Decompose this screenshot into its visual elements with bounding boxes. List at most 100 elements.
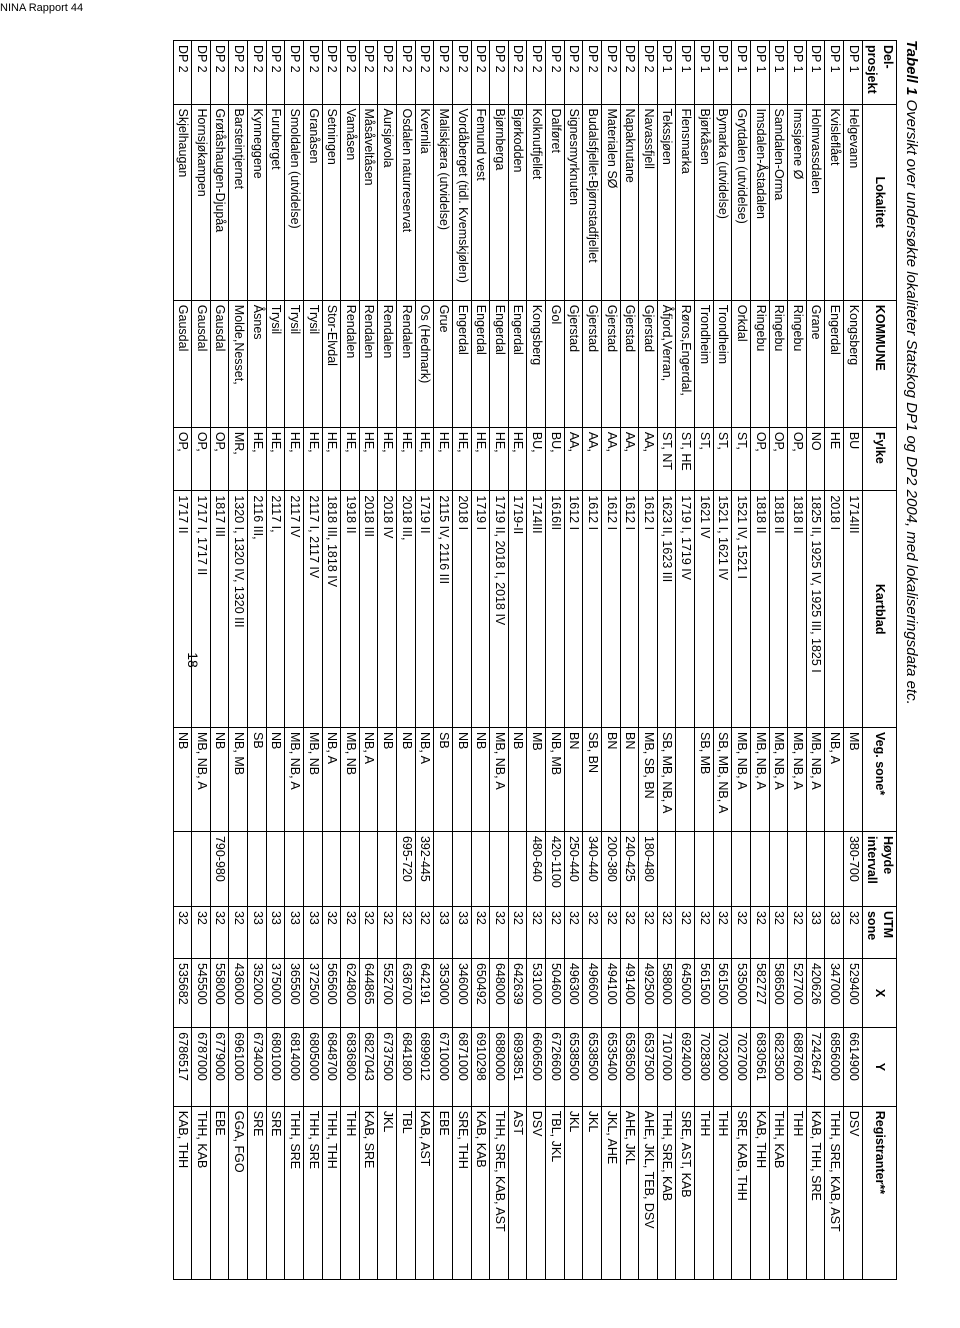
table-cell: 6805000 xyxy=(304,1028,323,1107)
table-cell: 2018 IV xyxy=(378,491,397,728)
table-cell: 372500 xyxy=(304,958,323,1027)
table-cell: HE, xyxy=(322,427,341,491)
table-cell xyxy=(676,831,695,906)
table-cell: 6734000 xyxy=(248,1028,267,1107)
table-cell: 642191 xyxy=(415,958,434,1027)
table-cell: 7032000 xyxy=(713,1028,732,1107)
table-cell: DP 1 xyxy=(713,41,732,105)
table-cell: HE, xyxy=(490,427,509,491)
table-cell: SRE xyxy=(266,1106,285,1279)
table-cell: DP 2 xyxy=(341,41,360,105)
table-cell: THH, KAB xyxy=(769,1106,788,1279)
header-row: Del-prosjekt Lokalitet KOMMUNE Fylke Kar… xyxy=(862,41,896,1280)
table-cell: DP 2 xyxy=(564,41,583,105)
table-cell: MR, xyxy=(229,427,248,491)
table-cell: Ringebu xyxy=(751,300,770,427)
table-cell: Kolknutfjellet xyxy=(527,104,546,300)
table-cell: 1719 II, 2018 I, 2018 IV xyxy=(490,491,509,728)
table-row: DP 2KolknutfjelletKongsbergBU,1714IIIMB4… xyxy=(527,41,546,1280)
table-cell: DP 2 xyxy=(434,41,453,105)
table-cell: Grue xyxy=(434,300,453,427)
table-cell: DP 2 xyxy=(527,41,546,105)
table-cell: 32 xyxy=(602,906,621,958)
title-bold: Tabell 1 xyxy=(903,40,920,95)
table-cell: Budalsfjellet-Bjørnstadfjellet xyxy=(583,104,602,300)
table-cell: OP, xyxy=(751,427,770,491)
col-registranter: Registranter** xyxy=(862,1106,896,1279)
table-cell: Grøtåshaugen-Djupåa xyxy=(210,104,229,300)
table-cell: 582727 xyxy=(751,958,770,1027)
table-cell: 2117 I, xyxy=(266,491,285,728)
table-cell: 33 xyxy=(304,906,323,958)
table-cell: Kvisleflået xyxy=(825,104,844,300)
table-cell: 32 xyxy=(359,906,378,958)
table-cell: 6779000 xyxy=(210,1028,229,1107)
table-row: DP 2AursjøvolaRendalenHE,2018 IVNB325527… xyxy=(378,41,397,1280)
table-cell: DSV xyxy=(844,1106,863,1279)
table-cell: 6871000 xyxy=(453,1028,472,1107)
table-cell: Maliskjæra (utvidelse) xyxy=(434,104,453,300)
table-cell: Furuberget xyxy=(266,104,285,300)
table-cell: SRE xyxy=(248,1106,267,1279)
table-cell: 1612 I xyxy=(639,491,658,728)
table-cell: Imsdalen-Åstadalen xyxy=(751,104,770,300)
table-cell: AA, xyxy=(620,427,639,491)
table-cell: 1612 I xyxy=(602,491,621,728)
table-cell: THH xyxy=(713,1106,732,1279)
table-cell: 7107000 xyxy=(657,1028,676,1107)
col-delprosjekt: Del-prosjekt xyxy=(862,41,896,105)
table-cell: ST, xyxy=(695,427,714,491)
table-cell: MB xyxy=(527,728,546,832)
table-cell: Rendalen xyxy=(397,300,416,427)
table-cell: HE, xyxy=(266,427,285,491)
table-row: DP 1TekssjøenÅfjord,Verran,ST, NT1623 II… xyxy=(657,41,676,1280)
table-cell: TBL xyxy=(397,1106,416,1279)
table-cell: 180-480 xyxy=(639,831,658,906)
table-cell: 6606500 xyxy=(527,1028,546,1107)
table-cell: Engerdal xyxy=(508,300,527,427)
table-cell: 586500 xyxy=(769,958,788,1027)
table-cell xyxy=(266,831,285,906)
col-x: X xyxy=(862,958,896,1027)
table-cell: THH xyxy=(695,1106,714,1279)
table-cell: 1818 II xyxy=(751,491,770,728)
table-cell: KAB, THH xyxy=(751,1106,770,1279)
table-cell: 2018 I xyxy=(825,491,844,728)
table-cell: 347000 xyxy=(825,958,844,1027)
table-cell: Navassfjell xyxy=(639,104,658,300)
table-cell: 2018 I xyxy=(453,491,472,728)
table-cell: Barsteintjernet xyxy=(229,104,248,300)
table-cell: Grytdalen (utvidelse) xyxy=(732,104,751,300)
table-cell: TBL, JKL xyxy=(546,1106,565,1279)
table-cell xyxy=(751,831,770,906)
table-cell: DP 1 xyxy=(751,41,770,105)
table-cell: 2117 I, 2117 IV xyxy=(304,491,323,728)
table-cell xyxy=(676,728,695,832)
table-cell: 695-720 xyxy=(397,831,416,906)
table-cell: Materialen SØ xyxy=(602,104,621,300)
table-cell: KAB, KAB xyxy=(471,1106,490,1279)
table-cell: 1320 I, 1320 IV, 1320 III xyxy=(229,491,248,728)
table-cell: 32 xyxy=(583,906,602,958)
table-row: DP 2GranåsenTrysilHE,2117 I, 2117 IVMB, … xyxy=(304,41,323,1280)
table-cell: SB xyxy=(248,728,267,832)
table-cell: HE, xyxy=(397,427,416,491)
table-cell: AA, xyxy=(639,427,658,491)
table-cell: ST, NT xyxy=(657,427,676,491)
table-cell: 1818 III, 1818 IV xyxy=(322,491,341,728)
table-cell: SB, MB xyxy=(695,728,714,832)
table-cell: Røros,Engerdal, xyxy=(676,300,695,427)
table-cell: 624800 xyxy=(341,958,360,1027)
table-cell xyxy=(248,831,267,906)
table-cell: NB xyxy=(378,728,397,832)
table-cell: Setningen xyxy=(322,104,341,300)
col-vegsone: Veg. sone* xyxy=(862,728,896,832)
table-cell: 527700 xyxy=(788,958,807,1027)
table-cell: 200-380 xyxy=(602,831,621,906)
table-cell: 7242647 xyxy=(806,1028,825,1107)
table-cell: THH, SRE, KAB, AST xyxy=(825,1106,844,1279)
table-cell: MB, NB, A xyxy=(788,728,807,832)
table-cell: DP 1 xyxy=(676,41,695,105)
table-row: DP 2MåsåveltåsenRendalenHE,2018 IIINB, A… xyxy=(359,41,378,1280)
table-cell: DP 2 xyxy=(266,41,285,105)
